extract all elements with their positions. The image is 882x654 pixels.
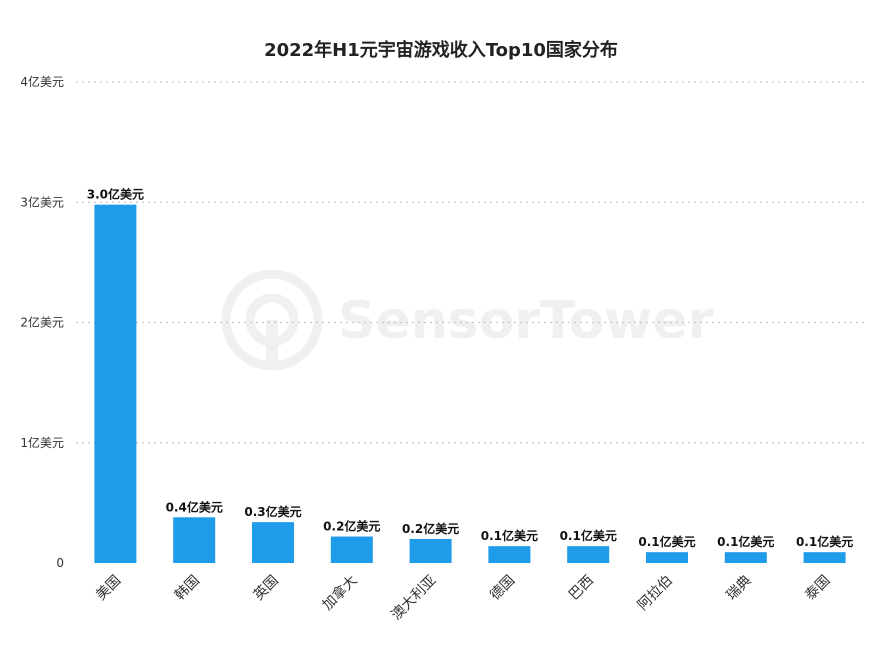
data-label-1: 3.0亿美元 bbox=[87, 187, 144, 202]
x-category-label-8: 阿拉伯 bbox=[635, 573, 676, 614]
y-tick-label: 2亿美元 bbox=[20, 315, 64, 330]
x-category-label-7: 巴西 bbox=[566, 573, 597, 604]
x-category-label-5: 澳大利亚 bbox=[389, 573, 440, 624]
data-label-5: 0.2亿美元 bbox=[402, 521, 459, 536]
bar-9 bbox=[724, 552, 767, 563]
bar-10 bbox=[803, 552, 846, 563]
bar-5 bbox=[409, 538, 452, 563]
bar-8 bbox=[646, 552, 688, 563]
data-label-3: 0.3亿美元 bbox=[244, 504, 301, 519]
data-label-9: 0.1亿美元 bbox=[717, 534, 774, 549]
x-axis-categories: 美国 韩国 英国 加拿大 澳大利亚 德国 巴西 阿拉伯 瑞典 泰国 bbox=[93, 572, 833, 624]
data-label-2: 0.4亿美元 bbox=[166, 499, 223, 514]
y-tick-label: 1亿美元 bbox=[20, 435, 64, 450]
data-label-4: 0.2亿美元 bbox=[323, 519, 380, 534]
x-category-label-3: 英国 bbox=[250, 572, 282, 604]
bar-4 bbox=[330, 536, 373, 563]
bar-2 bbox=[173, 517, 216, 563]
data-label-7: 0.1亿美元 bbox=[560, 528, 617, 543]
x-category-label-10: 泰国 bbox=[802, 573, 833, 604]
bar-6 bbox=[488, 546, 531, 563]
gridlines bbox=[76, 81, 864, 444]
y-axis-ticks: 0 1亿美元 2亿美元 3亿美元 4亿美元 bbox=[20, 74, 64, 570]
watermark-text: SensorTower bbox=[338, 291, 714, 351]
sensortower-logo-icon bbox=[221, 269, 323, 371]
bar-1 bbox=[94, 204, 137, 563]
y-tick-label: 4亿美元 bbox=[20, 74, 64, 89]
y-tick-label: 3亿美元 bbox=[20, 194, 64, 209]
chart-title: 2022年H1元宇宙游戏收入Top10国家分布 bbox=[264, 39, 618, 61]
bars bbox=[94, 204, 846, 563]
x-category-label-1: 美国 bbox=[93, 573, 124, 604]
data-label-10: 0.1亿美元 bbox=[796, 534, 853, 549]
data-label-6: 0.1亿美元 bbox=[481, 528, 538, 543]
x-category-label-4: 加拿大 bbox=[319, 572, 361, 614]
x-category-label-2: 韩国 bbox=[172, 573, 203, 604]
x-category-label-6: 德国 bbox=[487, 573, 518, 604]
bar-7 bbox=[567, 546, 610, 563]
bar-3 bbox=[252, 522, 294, 563]
x-category-label-9: 瑞典 bbox=[724, 573, 755, 604]
data-label-8: 0.1亿美元 bbox=[638, 534, 695, 549]
watermark: SensorTower bbox=[221, 269, 714, 371]
y-tick-label: 0 bbox=[56, 556, 64, 570]
data-labels: 3.0亿美元 0.4亿美元 0.3亿美元 0.2亿美元 0.2亿美元 0.1亿美元 0.1亿… bbox=[87, 187, 853, 550]
